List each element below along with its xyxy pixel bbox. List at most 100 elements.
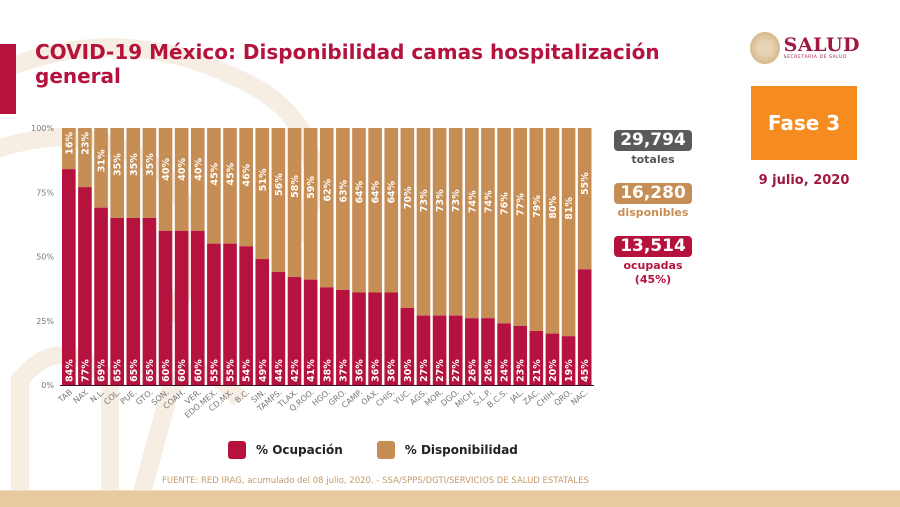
bar-occupation xyxy=(561,336,576,385)
data-label-occupation: 49% xyxy=(258,359,269,382)
data-label-occupation: 27% xyxy=(435,359,446,382)
bar-availability xyxy=(545,128,560,334)
x-tick-label: NAY. xyxy=(72,388,91,406)
data-label-availability: 55% xyxy=(580,172,591,195)
chart-legend: % Ocupación % Disponibilidad xyxy=(228,441,552,459)
bar-occupation xyxy=(448,315,463,385)
data-label-availability: 58% xyxy=(290,175,301,198)
data-label-occupation: 41% xyxy=(306,359,317,382)
bar-occupation xyxy=(287,277,302,385)
x-tick-label: NAC. xyxy=(569,388,590,407)
data-label-availability: 73% xyxy=(419,189,430,212)
accent-bar xyxy=(0,44,16,114)
bar-occupation xyxy=(481,318,495,385)
data-label-availability: 64% xyxy=(354,180,365,203)
data-label-availability: 73% xyxy=(435,189,446,212)
bar-availability xyxy=(448,128,463,316)
data-label-occupation: 42% xyxy=(290,359,301,382)
bar-occupation xyxy=(255,259,270,385)
bar-availability xyxy=(368,128,382,293)
bar-availability xyxy=(465,128,479,319)
data-label-availability: 63% xyxy=(338,179,349,202)
footer-band xyxy=(0,490,900,507)
legend-swatch-occupation xyxy=(228,441,246,459)
data-label-occupation: 55% xyxy=(209,359,220,382)
bar-availability xyxy=(78,128,92,188)
bar-occupation xyxy=(432,315,447,385)
bar-occupation xyxy=(319,287,334,385)
data-label-occupation: 65% xyxy=(129,359,140,382)
x-tick-label: PUE. xyxy=(119,388,139,407)
data-label-occupation: 60% xyxy=(177,359,188,382)
data-label-occupation: 69% xyxy=(97,359,108,382)
data-label-availability: 35% xyxy=(129,153,140,176)
bar-occupation xyxy=(384,292,399,385)
legend-label-occupation: % Ocupación xyxy=(256,443,343,457)
x-axis: TABNAY.N.L.COL.PUE.GTO.SON.COAH.VER.EDO.… xyxy=(56,385,594,420)
data-label-availability: 73% xyxy=(451,189,462,212)
bar-occupation xyxy=(78,187,92,385)
stat-available-label: disponibles xyxy=(617,206,689,219)
data-label-occupation: 30% xyxy=(403,359,414,382)
data-label-occupation: 54% xyxy=(242,359,253,382)
bar-availability xyxy=(481,128,495,319)
data-label-availability: 40% xyxy=(161,158,172,181)
bar-availability xyxy=(561,128,576,337)
bar-occupation xyxy=(577,269,592,385)
source-note: FUENTE: RED IRAG, acumulado del 08 julio… xyxy=(162,476,589,486)
bar-availability xyxy=(239,128,253,247)
bar-availability xyxy=(62,128,76,170)
bar-occupation xyxy=(126,217,141,385)
x-tick-label: YUC. xyxy=(392,388,413,408)
data-label-availability: 64% xyxy=(387,180,398,203)
stat-total: 29,794 totales xyxy=(612,130,694,167)
logo-main-text: SALUD xyxy=(783,34,860,56)
bar-occupation xyxy=(190,230,205,385)
data-label-occupation: 65% xyxy=(113,359,124,382)
x-tick-label: B.C. xyxy=(233,388,251,405)
salud-logo: SALUD SECRETARÍA DE SALUD xyxy=(750,30,860,66)
bar-availability xyxy=(319,128,334,288)
bar-occupation xyxy=(207,243,221,385)
bar-occupation xyxy=(529,331,544,385)
bar-availability xyxy=(158,128,173,231)
bar-occupation xyxy=(271,271,286,385)
data-label-availability: 31% xyxy=(97,149,108,172)
bar-occupation xyxy=(110,217,124,385)
data-label-availability: 35% xyxy=(145,153,156,176)
page-title: COVID-19 México: Disponibilidad camas ho… xyxy=(35,40,660,88)
bar-occupation xyxy=(336,289,350,385)
bar-occupation xyxy=(62,169,76,385)
data-label-availability: 62% xyxy=(322,178,333,201)
bar-occupation xyxy=(142,217,157,385)
bar-availability xyxy=(416,128,431,316)
stat-available-value: 16,280 xyxy=(614,183,692,204)
x-tick-label: TAB xyxy=(56,388,74,405)
data-label-availability: 46% xyxy=(242,163,253,186)
stat-occupied: 13,514 ocupadas (45%) xyxy=(612,236,694,287)
data-label-availability: 64% xyxy=(371,180,382,203)
legend-item-occupation: % Ocupación xyxy=(228,441,343,459)
data-label-occupation: 21% xyxy=(532,359,543,382)
data-label-availability: 76% xyxy=(500,192,511,215)
bar-availability xyxy=(432,128,447,316)
data-label-occupation: 26% xyxy=(467,359,478,382)
stat-occupied-value: 13,514 xyxy=(614,236,692,257)
y-tick-label: 75% xyxy=(36,188,54,197)
data-label-availability: 80% xyxy=(548,196,559,219)
bar-availability xyxy=(400,128,415,308)
data-label-occupation: 77% xyxy=(80,359,91,382)
data-label-occupation: 36% xyxy=(387,359,398,382)
bar-availability xyxy=(271,128,286,272)
bar-availability xyxy=(255,128,270,260)
bar-occupation xyxy=(368,292,382,385)
stat-occupied-percent: (45%) xyxy=(634,273,672,286)
data-label-occupation: 84% xyxy=(64,359,75,382)
data-label-availability: 51% xyxy=(258,168,269,191)
bar-occupation xyxy=(303,279,318,385)
data-label-occupation: 36% xyxy=(354,359,365,382)
bar-availability xyxy=(207,128,221,244)
report-date: 9 julio, 2020 xyxy=(758,173,850,188)
y-tick-label: 25% xyxy=(36,317,54,326)
